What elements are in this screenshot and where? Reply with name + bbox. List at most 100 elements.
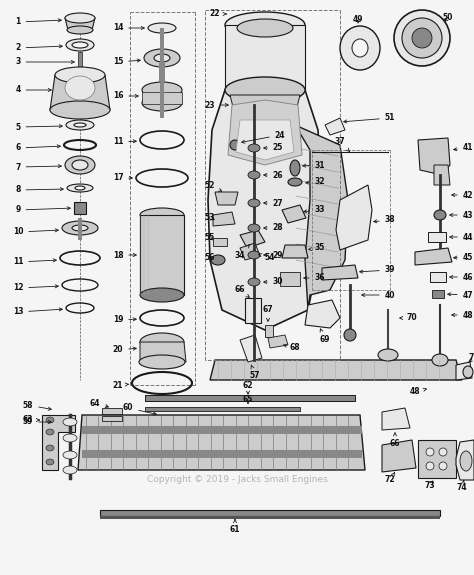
Ellipse shape: [66, 39, 94, 51]
Text: 19: 19: [113, 316, 137, 324]
Polygon shape: [415, 248, 452, 265]
Polygon shape: [382, 408, 410, 430]
Ellipse shape: [434, 210, 446, 220]
Text: 34: 34: [235, 245, 249, 259]
Ellipse shape: [72, 225, 88, 231]
Ellipse shape: [55, 67, 105, 83]
Polygon shape: [322, 265, 358, 280]
Polygon shape: [230, 95, 300, 115]
Text: 28: 28: [264, 224, 283, 232]
Bar: [432, 290, 444, 298]
Text: 39: 39: [360, 266, 395, 274]
Ellipse shape: [426, 448, 434, 456]
Bar: [102, 408, 122, 414]
Text: 57: 57: [250, 365, 260, 380]
Text: 48: 48: [452, 310, 474, 320]
Text: 63: 63: [23, 416, 39, 424]
Text: 29: 29: [264, 251, 283, 259]
Text: 31: 31: [303, 160, 325, 170]
Text: 66: 66: [235, 286, 249, 297]
Polygon shape: [240, 243, 260, 260]
Text: 11: 11: [13, 258, 56, 266]
Ellipse shape: [412, 28, 432, 48]
Bar: [78, 52, 82, 74]
Text: 2: 2: [15, 44, 62, 52]
Text: 50: 50: [443, 13, 453, 22]
Ellipse shape: [378, 349, 398, 361]
Text: 54: 54: [258, 254, 275, 263]
Text: 37: 37: [335, 137, 349, 151]
Polygon shape: [382, 440, 416, 472]
Ellipse shape: [344, 329, 356, 341]
Ellipse shape: [248, 199, 260, 207]
Ellipse shape: [67, 26, 93, 34]
Text: 10: 10: [13, 228, 58, 236]
Text: 17: 17: [113, 174, 132, 182]
Ellipse shape: [65, 13, 95, 23]
Ellipse shape: [439, 448, 447, 456]
Ellipse shape: [63, 434, 77, 442]
Ellipse shape: [65, 76, 95, 100]
Text: 8: 8: [15, 186, 64, 194]
Text: 72: 72: [385, 473, 395, 485]
Polygon shape: [418, 138, 450, 175]
Text: 49: 49: [353, 16, 363, 25]
Text: 11: 11: [113, 137, 137, 147]
Ellipse shape: [288, 178, 302, 186]
Text: 59: 59: [23, 417, 51, 427]
Ellipse shape: [225, 77, 305, 103]
Text: 51: 51: [344, 113, 395, 123]
Text: 3: 3: [15, 58, 74, 67]
Polygon shape: [456, 362, 472, 380]
Text: 1: 1: [15, 17, 61, 26]
Ellipse shape: [154, 54, 170, 62]
Bar: [100, 510, 440, 516]
Polygon shape: [213, 212, 235, 226]
Text: 48: 48: [410, 388, 427, 397]
Bar: [225, 25, 305, 90]
Text: 5: 5: [16, 122, 62, 132]
Ellipse shape: [142, 95, 182, 111]
Ellipse shape: [402, 18, 442, 58]
Text: 52: 52: [205, 181, 222, 191]
Ellipse shape: [225, 12, 305, 38]
Text: 70: 70: [400, 313, 417, 323]
Text: 14: 14: [113, 24, 144, 33]
Ellipse shape: [235, 106, 295, 124]
Polygon shape: [50, 75, 110, 110]
Polygon shape: [42, 415, 75, 470]
Ellipse shape: [248, 278, 260, 286]
Text: 41: 41: [454, 144, 473, 152]
Text: 24: 24: [242, 131, 285, 143]
Ellipse shape: [46, 459, 54, 465]
Ellipse shape: [65, 156, 95, 174]
Polygon shape: [78, 415, 365, 470]
Text: 35: 35: [309, 243, 325, 252]
Ellipse shape: [63, 418, 77, 426]
Bar: [100, 516, 440, 519]
Polygon shape: [456, 440, 474, 480]
Polygon shape: [240, 230, 265, 248]
Text: 18: 18: [113, 251, 137, 259]
Polygon shape: [282, 205, 306, 223]
Text: 16: 16: [113, 91, 138, 101]
Polygon shape: [208, 90, 322, 330]
Text: 61: 61: [230, 520, 240, 535]
Text: 69: 69: [320, 329, 330, 344]
Ellipse shape: [248, 251, 260, 259]
Bar: [428, 232, 446, 242]
Text: 58: 58: [23, 401, 51, 411]
Polygon shape: [336, 185, 372, 250]
Ellipse shape: [140, 333, 184, 351]
Ellipse shape: [432, 354, 448, 366]
Ellipse shape: [63, 451, 77, 459]
Polygon shape: [140, 342, 186, 362]
Text: 55: 55: [205, 233, 215, 243]
Bar: [160, 28, 164, 118]
Ellipse shape: [248, 171, 260, 179]
Text: 47: 47: [448, 290, 474, 300]
Ellipse shape: [139, 355, 185, 369]
Ellipse shape: [394, 10, 450, 66]
Ellipse shape: [211, 255, 225, 265]
Ellipse shape: [46, 417, 54, 423]
